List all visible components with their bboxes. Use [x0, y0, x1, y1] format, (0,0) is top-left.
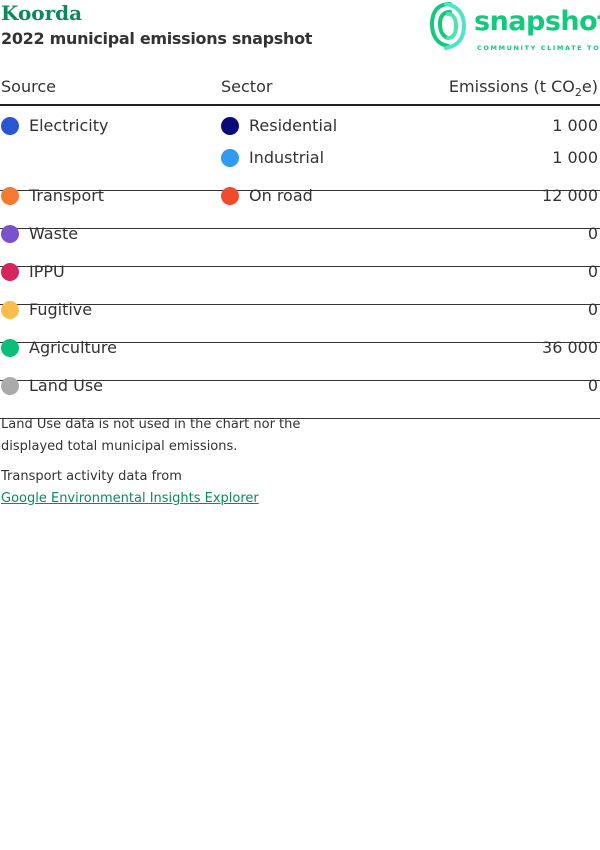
source-color-dot [1, 187, 19, 205]
transport-note-text: Transport activity data from [1, 469, 182, 484]
header-divider [0, 104, 600, 106]
land-use-note: Land Use data is not used in the chart n… [1, 414, 300, 458]
snapshot-logo: snapshot COMMUNITY CLIMATE TOOL [428, 0, 600, 56]
column-header-sector: Sector [221, 77, 273, 96]
emissions-value: 36 000 [542, 338, 598, 357]
source-label: Fugitive [29, 300, 93, 319]
row-divider [0, 190, 600, 191]
source-color-dot [1, 117, 19, 135]
emissions-value: 0 [587, 300, 598, 319]
land-use-note-line1: Land Use data is not used in the chart n… [1, 417, 301, 432]
column-header-source: Source [1, 77, 56, 96]
source-color-dot [1, 263, 19, 281]
source-label: Agriculture [29, 338, 117, 357]
source-color-dot [1, 301, 19, 319]
land-use-note-line2: displayed total municipal emissions. [1, 439, 238, 454]
row-divider [0, 342, 600, 343]
sector-label: Residential [249, 116, 338, 135]
transport-note: Transport activity data from Google Envi… [1, 466, 259, 510]
emissions-value: 1 000 [552, 116, 598, 135]
sector-label: Industrial [249, 148, 325, 167]
page-subtitle: 2022 municipal emissions snapshot [1, 29, 313, 48]
sector-color-dot [221, 187, 239, 205]
source-label: Land Use [29, 376, 103, 395]
row-divider [0, 304, 600, 305]
page-title: Koorda [1, 1, 83, 25]
source-label: IPPU [29, 262, 65, 281]
source-color-dot [1, 377, 19, 395]
emissions-value: 0 [587, 224, 598, 243]
emissions-value: 1 000 [552, 148, 598, 167]
source-label: Electricity [29, 116, 109, 135]
google-eie-link[interactable]: Google Environmental Insights Explorer [1, 491, 259, 506]
row-divider [0, 266, 600, 267]
sector-label: On road [249, 186, 313, 205]
source-color-dot [1, 225, 19, 243]
sector-color-dot [221, 149, 239, 167]
row-divider [0, 418, 600, 419]
column-header-emissions: Emissions (t CO2e) [449, 77, 598, 99]
source-label: Waste [29, 224, 79, 243]
emissions-value: 0 [587, 376, 598, 395]
emissions-header-suffix: e) [581, 77, 598, 96]
source-label: Transport [29, 186, 105, 205]
emissions-value: 12 000 [542, 186, 598, 205]
emissions-value: 0 [587, 262, 598, 281]
logo-wordmark: snapshot [474, 6, 600, 37]
emissions-header-text: Emissions (t CO [448, 77, 575, 96]
row-divider [0, 228, 600, 229]
source-color-dot [1, 339, 19, 357]
sector-color-dot [221, 117, 239, 135]
row-divider [0, 380, 600, 381]
snapshot-logo-icon [429, 2, 467, 50]
logo-tagline: COMMUNITY CLIMATE TOOL [477, 44, 600, 52]
emissions-header-sub: 2 [574, 86, 582, 100]
